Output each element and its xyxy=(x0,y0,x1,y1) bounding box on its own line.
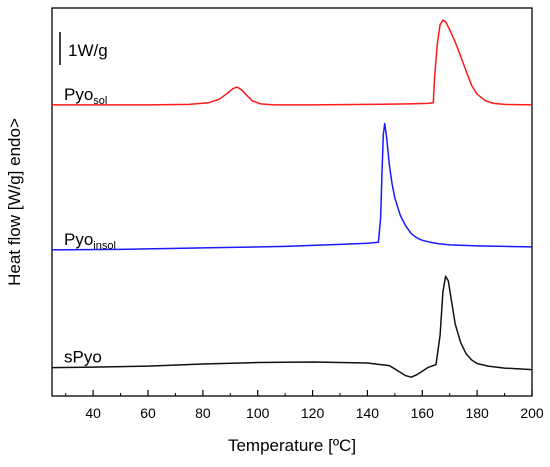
plot-frame xyxy=(51,7,533,397)
x-tick-label: 120 xyxy=(301,405,325,421)
series-labels: Pyosol Pyoinsol sPyo xyxy=(64,85,116,367)
series-layer xyxy=(51,19,533,378)
series-line-pyoinsol xyxy=(51,122,533,251)
x-axis-ticks: 40 60 80 100 120 140 160 180 200 xyxy=(65,390,544,421)
x-tick-label: 60 xyxy=(140,405,156,421)
scale-bar: 1W/g xyxy=(59,32,108,65)
x-tick-label: 160 xyxy=(411,405,435,421)
x-tick-label: 180 xyxy=(465,405,489,421)
series-label-pyosol: Pyosol xyxy=(64,85,107,107)
series-line-pyosol xyxy=(52,19,533,106)
x-tick-label: 200 xyxy=(520,405,544,421)
scale-bar-label: 1W/g xyxy=(68,41,108,60)
x-axis-label: Temperature [ºC] xyxy=(228,436,356,455)
x-tick-label: 140 xyxy=(356,405,380,421)
x-tick-label: 40 xyxy=(85,405,101,421)
x-tick-label: 100 xyxy=(246,405,270,421)
series-label-pyoinsol: Pyoinsol xyxy=(64,230,116,252)
series-line-spyo xyxy=(51,275,533,378)
x-tick-label: 80 xyxy=(195,405,211,421)
y-axis-label: Heat flow [W/g] endo> xyxy=(5,118,24,286)
series-label-spyo: sPyo xyxy=(64,348,102,367)
